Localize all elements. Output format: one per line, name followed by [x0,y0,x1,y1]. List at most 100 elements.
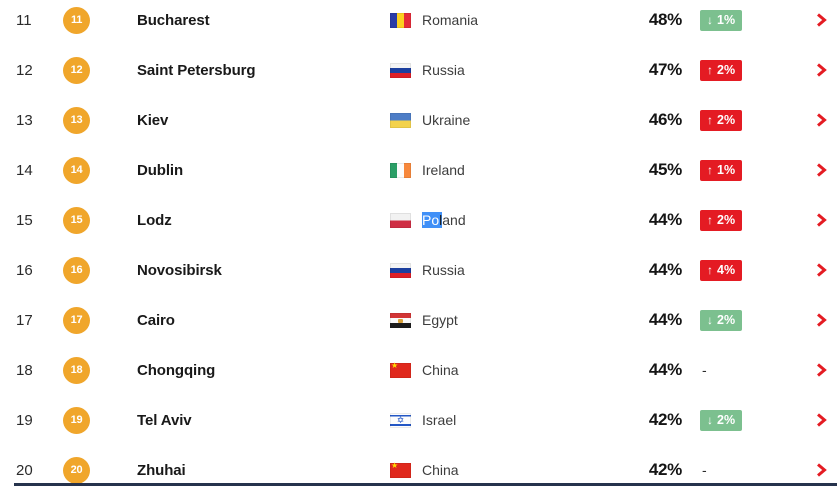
rank-badge-wrap: 20 [63,456,137,484]
rank-number: 16 [16,261,33,279]
country-name: Russia [422,62,465,78]
change-label: 2% [717,313,736,327]
country-name: Ireland [422,162,465,178]
city-row[interactable]: 15 15 Lodz Poland 44% ↑ 2% [0,195,837,245]
value-percent: 44% [648,360,682,379]
rank-number: 18 [16,361,33,379]
city-name: Chongqing [137,361,216,379]
rank-number: 19 [16,411,33,429]
value-percent: 48% [648,10,682,29]
rank-number: 20 [16,461,33,479]
chevron-right-icon[interactable] [815,111,827,129]
chevron-right-icon[interactable] [815,61,827,79]
city-row[interactable]: 11 11 Bucharest Romania 48% ↓ 1% [0,0,837,45]
rank-badge: 19 [63,406,90,434]
bottom-divider [14,483,837,486]
pl-flag-icon [390,212,411,228]
country-name-text: and [442,212,466,228]
change-arrow-icon: ↓ [707,13,713,27]
city-row[interactable]: 19 19 Tel Aviv Israel 42% ↓ 2% [0,395,837,445]
rank-badge-number: 13 [70,114,83,126]
rank-number: 17 [16,311,33,329]
change-badge: ↑ 2% [700,59,743,81]
rank-badge-number: 16 [70,264,83,276]
rank-badge-wrap: 14 [63,156,137,184]
rank-badge-wrap: 13 [63,106,137,134]
change-label: 1% [717,163,736,177]
rank-badge-wrap: 16 [63,256,137,284]
change-badge: ↓ 2% [700,309,743,331]
rank-badge: 16 [63,256,90,284]
value-percent: 44% [648,210,682,229]
city-row[interactable]: 17 17 Cairo Egypt 44% ↓ 2% [0,295,837,345]
rank-number: 11 [16,11,32,29]
city-name: Dublin [137,161,184,179]
ru-flag-icon [390,262,411,278]
city-name: Saint Petersburg [137,61,256,79]
value-percent: 46% [648,110,682,129]
change-arrow-icon: ↑ [707,263,713,277]
rank-number: 15 [16,211,33,229]
change-arrow-icon: ↓ [707,413,713,427]
rank-badge-number: 17 [70,314,83,326]
rank-badge: 11 [63,6,90,34]
chevron-right-icon[interactable] [815,161,827,179]
country-name: China [422,462,459,478]
chevron-right-icon[interactable] [815,11,827,29]
chevron-right-icon[interactable] [815,361,827,379]
city-name: Novosibirsk [137,261,222,279]
city-row[interactable]: 13 13 Kiev Ukraine 46% ↑ 2% [0,95,837,145]
cn-flag-icon [390,461,411,478]
country-name: Russia [422,262,465,278]
rank-badge-wrap: 19 [63,406,137,434]
rank-number: 12 [16,61,33,79]
rank-badge: 12 [63,56,90,84]
rank-badge-number: 19 [70,414,83,426]
change-label: 2% [717,113,736,127]
city-name: Kiev [137,111,169,129]
change-label: - [702,362,707,378]
change-badge: ↑ 2% [700,109,743,131]
rank-badge-wrap: 17 [63,306,137,334]
country-name: Israel [422,412,457,428]
country-name: Poland [422,212,579,228]
chevron-right-icon[interactable] [815,211,827,229]
chevron-right-icon[interactable] [815,261,827,279]
country-name: China [422,362,459,378]
cn-flag-icon [390,361,411,378]
change-label: 1% [717,13,736,27]
country-name: Romania [422,12,479,28]
city-row[interactable]: 16 16 Novosibirsk Russia 44% ↑ 4% [0,245,837,295]
rank-badge-number: 12 [70,64,83,76]
ua-flag-icon [390,112,411,128]
rank-badge-number: 18 [70,364,83,376]
change-arrow-icon: ↑ [707,113,713,127]
change-label: - [702,462,707,478]
change-badge: ↓ 2% [700,409,743,431]
rank-badge: 14 [63,156,90,184]
change-badge: ↓ 1% [700,9,743,31]
city-row[interactable]: 20 20 Zhuhai China 42% - [0,445,837,495]
chevron-right-icon[interactable] [815,461,827,479]
country-name: Ukraine [422,112,471,128]
change-arrow-icon: ↑ [707,213,713,227]
value-percent: 45% [648,160,682,179]
city-name: Cairo [137,311,175,329]
rank-badge-number: 14 [70,164,83,176]
city-row[interactable]: 14 14 Dublin Ireland 45% ↑ 1% [0,145,837,195]
il-flag-icon [390,412,411,428]
rank-badge: 15 [63,206,90,234]
city-row[interactable]: 18 18 Chongqing China 44% - [0,345,837,395]
eg-flag-icon [390,312,411,328]
change-label: 2% [717,213,736,227]
selected-text: l [439,212,443,228]
city-name: Tel Aviv [137,411,192,429]
value-percent: 47% [648,60,682,79]
rank-number: 14 [16,161,33,179]
ie-flag-icon [390,162,411,178]
chevron-right-icon[interactable] [815,411,827,429]
city-name: Zhuhai [137,461,186,479]
chevron-right-icon[interactable] [815,311,827,329]
city-row[interactable]: 12 12 Saint Petersburg Russia 47% ↑ 2% [0,45,837,95]
